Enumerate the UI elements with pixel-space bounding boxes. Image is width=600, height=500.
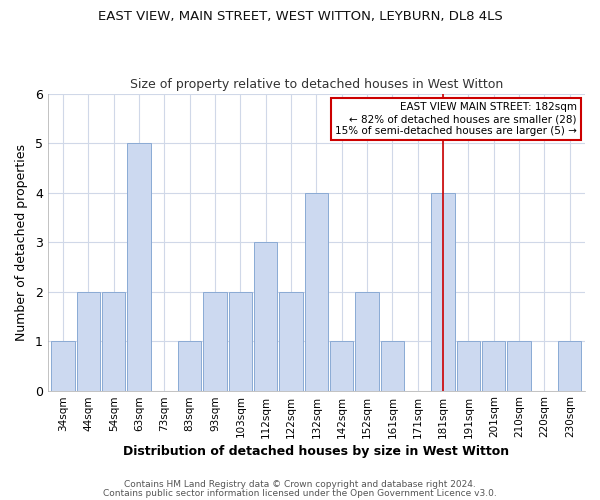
Bar xyxy=(178,341,202,390)
Bar xyxy=(127,143,151,390)
Bar xyxy=(457,341,480,390)
Bar xyxy=(431,192,455,390)
Bar xyxy=(203,292,227,390)
Bar xyxy=(229,292,252,390)
Bar xyxy=(508,341,531,390)
Text: Contains public sector information licensed under the Open Government Licence v3: Contains public sector information licen… xyxy=(103,488,497,498)
Y-axis label: Number of detached properties: Number of detached properties xyxy=(15,144,28,340)
Bar xyxy=(355,292,379,390)
Bar xyxy=(558,341,581,390)
Bar xyxy=(330,341,353,390)
Text: EAST VIEW MAIN STREET: 182sqm
← 82% of detached houses are smaller (28)
15% of s: EAST VIEW MAIN STREET: 182sqm ← 82% of d… xyxy=(335,102,577,136)
Text: EAST VIEW, MAIN STREET, WEST WITTON, LEYBURN, DL8 4LS: EAST VIEW, MAIN STREET, WEST WITTON, LEY… xyxy=(98,10,502,23)
Bar xyxy=(102,292,125,390)
Bar xyxy=(280,292,303,390)
Text: Contains HM Land Registry data © Crown copyright and database right 2024.: Contains HM Land Registry data © Crown c… xyxy=(124,480,476,489)
Title: Size of property relative to detached houses in West Witton: Size of property relative to detached ho… xyxy=(130,78,503,91)
Bar xyxy=(381,341,404,390)
X-axis label: Distribution of detached houses by size in West Witton: Distribution of detached houses by size … xyxy=(124,444,509,458)
Bar xyxy=(52,341,74,390)
Bar xyxy=(482,341,505,390)
Bar xyxy=(77,292,100,390)
Bar xyxy=(254,242,277,390)
Bar xyxy=(305,192,328,390)
